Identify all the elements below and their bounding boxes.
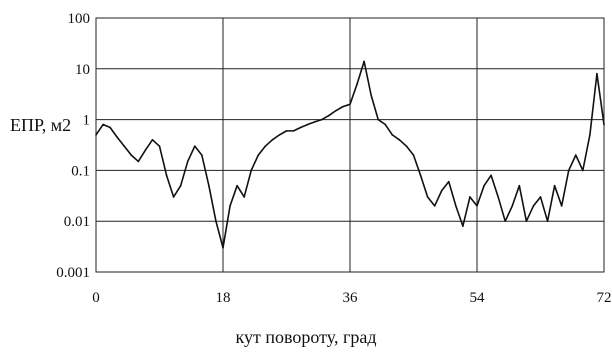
data-point — [250, 169, 253, 172]
data-point — [116, 136, 118, 139]
data-point — [511, 205, 514, 207]
data-point — [455, 205, 457, 207]
data-point — [236, 184, 238, 187]
data-point — [560, 205, 563, 207]
x-tick-label: 72 — [597, 290, 612, 306]
x-axis-label: кут повороту, град — [236, 327, 377, 347]
x-axis-ticks: 0 18 36 54 72 — [92, 290, 611, 306]
data-point — [447, 180, 450, 183]
data-point — [433, 205, 436, 207]
data-point — [257, 154, 260, 156]
data-point — [476, 205, 478, 207]
data-point — [603, 123, 605, 126]
plot-area — [95, 60, 605, 249]
data-point — [490, 174, 492, 177]
data-point — [574, 154, 577, 156]
data-point — [525, 220, 528, 222]
data-point — [320, 118, 323, 121]
data-point — [377, 118, 380, 121]
data-point — [130, 154, 133, 156]
y-axis-label: ЕПР, м2 — [10, 115, 71, 135]
x-tick-label: 36 — [343, 290, 359, 306]
y-tick-label: 0.1 — [71, 163, 90, 179]
data-point — [292, 130, 295, 132]
data-point — [349, 103, 351, 106]
data-point — [412, 154, 415, 156]
data-point — [504, 220, 507, 222]
data-point — [546, 220, 549, 222]
data-point — [179, 184, 182, 187]
data-point — [589, 134, 591, 136]
data-point — [342, 105, 344, 108]
data-point — [398, 139, 401, 141]
data-point — [102, 123, 104, 126]
data-point — [109, 126, 111, 129]
y-tick-label: 0.001 — [56, 265, 90, 281]
data-point — [391, 134, 394, 136]
data-point — [137, 160, 140, 163]
data-point — [215, 220, 217, 222]
data-point — [172, 196, 175, 198]
grid — [95, 17, 605, 273]
x-tick-label: 0 — [92, 290, 100, 306]
data-point — [208, 184, 210, 187]
data-point — [243, 196, 245, 198]
x-tick-label: 54 — [470, 290, 486, 306]
data-point — [532, 205, 535, 207]
data-point — [426, 196, 429, 198]
data-point — [306, 123, 309, 126]
data-point — [328, 114, 330, 117]
data-point — [186, 160, 189, 163]
data-point — [405, 145, 408, 147]
data-point — [582, 169, 584, 172]
data-point — [462, 225, 464, 227]
data-point — [419, 174, 422, 177]
data-point — [356, 83, 358, 85]
data-point — [271, 139, 274, 141]
data-point — [193, 145, 196, 147]
data-point — [144, 149, 147, 151]
data-point — [165, 174, 168, 177]
data-point — [440, 189, 443, 192]
data-point — [553, 184, 556, 187]
data-point — [151, 139, 154, 141]
data-point — [313, 121, 316, 123]
x-tick-label: 18 — [216, 290, 231, 306]
data-point — [497, 196, 499, 198]
data-point — [384, 123, 387, 126]
y-tick-label: 1 — [83, 113, 91, 129]
plot-border — [95, 17, 605, 273]
y-tick-label: 0.01 — [64, 214, 90, 230]
data-point — [229, 205, 231, 207]
y-tick-label: 100 — [68, 11, 91, 27]
data-point — [278, 134, 281, 136]
data-point — [518, 184, 521, 187]
data-point — [285, 130, 288, 132]
data-point — [299, 126, 302, 129]
data-point — [539, 196, 542, 198]
data-point — [264, 145, 267, 147]
data-point — [469, 196, 471, 198]
data-point — [370, 94, 372, 97]
data-point — [483, 184, 485, 187]
data-point — [201, 154, 203, 156]
data-point — [567, 169, 570, 172]
data-point — [363, 60, 365, 63]
data-point — [222, 246, 224, 249]
data-point — [335, 109, 337, 112]
data-point — [158, 145, 161, 147]
y-axis-ticks: 0.001 0.01 0.1 1 10 100 — [56, 11, 90, 281]
data-point — [95, 134, 97, 136]
y-tick-label: 10 — [75, 62, 90, 78]
data-point — [596, 72, 598, 75]
data-point — [123, 145, 126, 147]
